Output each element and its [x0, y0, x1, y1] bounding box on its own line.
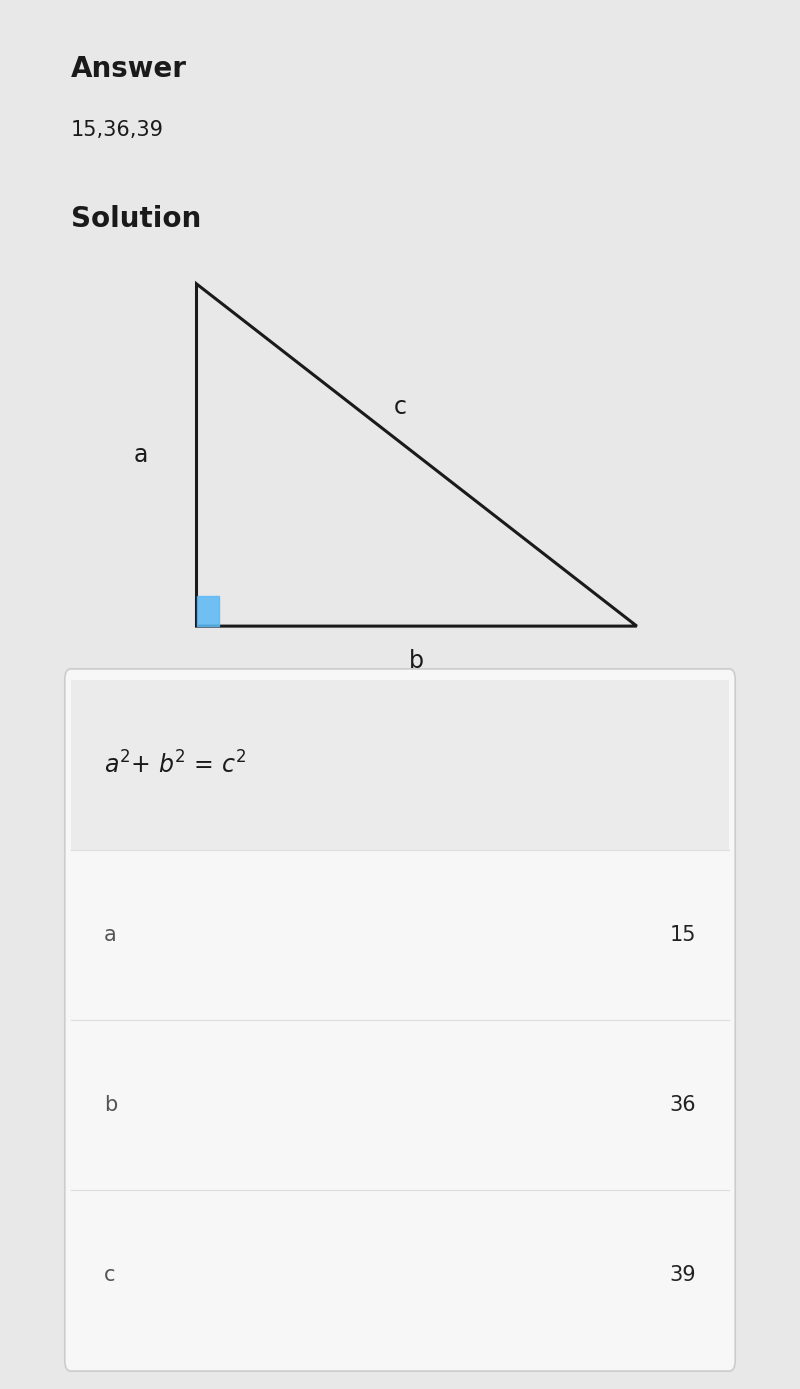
Text: Answer: Answer [70, 56, 186, 83]
Text: 15: 15 [670, 925, 696, 945]
Text: $a^2$+ $b^2$ = $c^2$: $a^2$+ $b^2$ = $c^2$ [104, 751, 246, 779]
Text: a: a [134, 443, 148, 467]
Text: b: b [409, 649, 424, 672]
Text: c: c [104, 1265, 115, 1285]
Bar [197, 596, 218, 626]
Bar [70, 681, 730, 850]
Text: c: c [394, 394, 406, 419]
FancyBboxPatch shape [65, 669, 735, 1371]
Text: Solution: Solution [70, 206, 201, 233]
Text: 39: 39 [670, 1265, 696, 1285]
Text: 15,36,39: 15,36,39 [70, 119, 164, 140]
Text: b: b [104, 1095, 118, 1115]
Text: a: a [104, 925, 117, 945]
Text: 36: 36 [670, 1095, 696, 1115]
